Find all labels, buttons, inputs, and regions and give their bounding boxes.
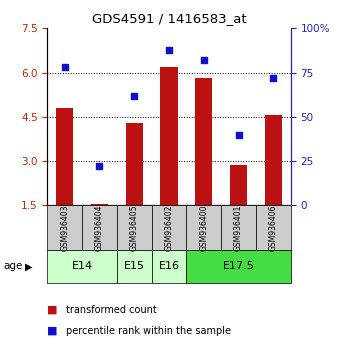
Text: GSM936401: GSM936401 bbox=[234, 204, 243, 251]
Text: ■: ■ bbox=[47, 326, 58, 336]
Text: ▶: ▶ bbox=[25, 262, 33, 272]
Text: ■: ■ bbox=[47, 305, 58, 315]
Text: E17.5: E17.5 bbox=[223, 262, 255, 272]
Bar bbox=[265, 115, 282, 205]
Point bbox=[236, 132, 241, 137]
Point bbox=[97, 164, 102, 169]
Point bbox=[62, 64, 67, 70]
Text: E14: E14 bbox=[72, 262, 93, 272]
Bar bbox=[91, 204, 108, 205]
Bar bbox=[82, 205, 117, 250]
Bar bbox=[230, 166, 247, 205]
Bar bbox=[256, 205, 291, 250]
Bar bbox=[152, 205, 186, 250]
Text: E15: E15 bbox=[124, 262, 145, 272]
Text: GDS4591 / 1416583_at: GDS4591 / 1416583_at bbox=[92, 12, 246, 25]
Bar bbox=[195, 79, 213, 205]
Point bbox=[271, 75, 276, 81]
Bar bbox=[47, 205, 82, 250]
Point bbox=[166, 47, 172, 52]
Text: GSM936400: GSM936400 bbox=[199, 204, 208, 251]
Bar bbox=[160, 67, 178, 205]
Text: age: age bbox=[3, 262, 23, 272]
Bar bbox=[186, 250, 291, 283]
Text: GSM936402: GSM936402 bbox=[165, 204, 173, 251]
Text: GSM936405: GSM936405 bbox=[130, 204, 139, 251]
Text: percentile rank within the sample: percentile rank within the sample bbox=[66, 326, 231, 336]
Bar bbox=[186, 205, 221, 250]
Text: GSM936403: GSM936403 bbox=[60, 204, 69, 251]
Bar bbox=[117, 250, 152, 283]
Bar bbox=[47, 250, 117, 283]
Bar bbox=[56, 108, 73, 205]
Text: GSM936406: GSM936406 bbox=[269, 204, 278, 251]
Bar bbox=[125, 123, 143, 205]
Bar bbox=[221, 205, 256, 250]
Bar bbox=[117, 205, 152, 250]
Point bbox=[201, 57, 207, 63]
Text: transformed count: transformed count bbox=[66, 305, 156, 315]
Bar bbox=[152, 250, 186, 283]
Point bbox=[131, 93, 137, 98]
Text: GSM936404: GSM936404 bbox=[95, 204, 104, 251]
Text: E16: E16 bbox=[159, 262, 179, 272]
